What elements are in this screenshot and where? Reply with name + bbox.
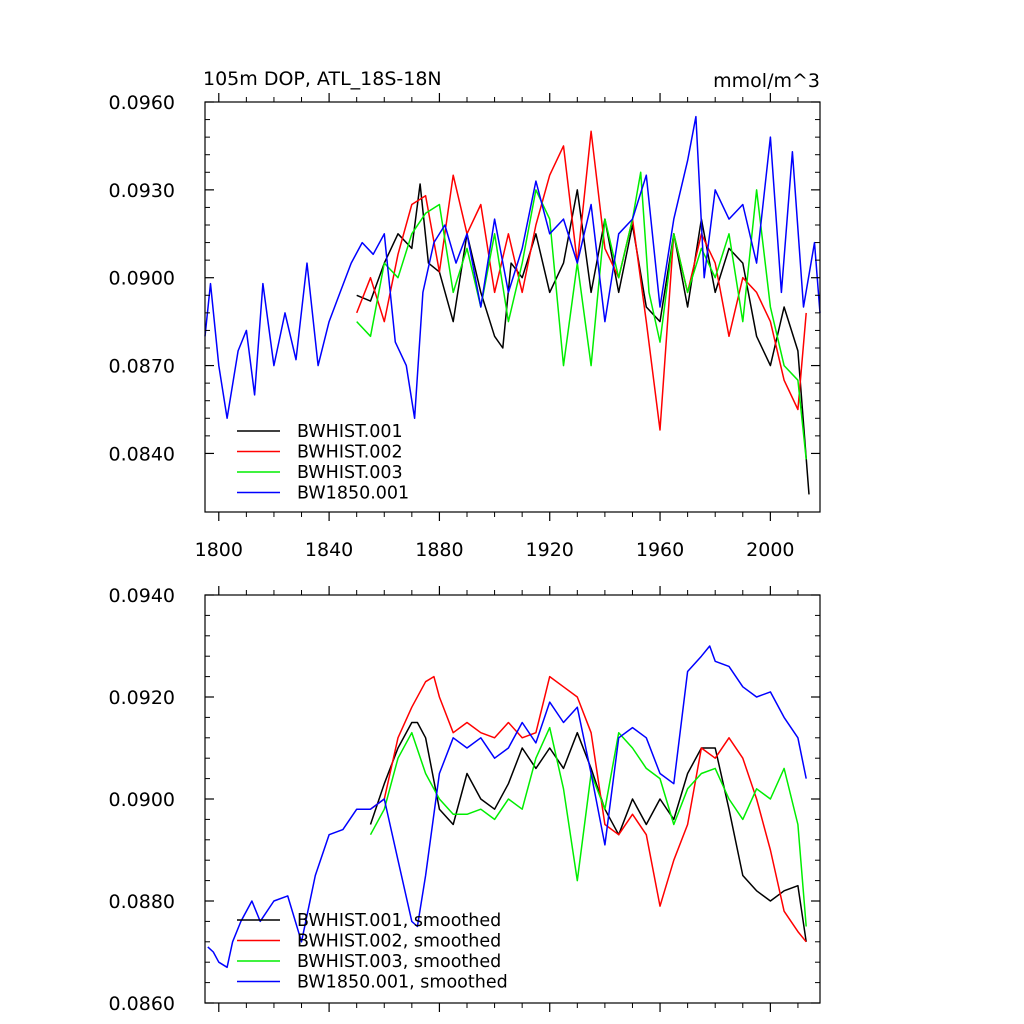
- series-line-1-3: [356, 171, 807, 460]
- legend-label: BW1850.001: [297, 484, 409, 504]
- bottom-panel: 0.0860 0.0880 0.0900 0.0920 0.0940 BWHIST.001…: [109, 585, 821, 1015]
- units-label: mmol/m^3: [713, 70, 820, 92]
- legend-label: BWHIST.001, smoothed: [297, 911, 501, 931]
- y-tick-label: 0.0940: [109, 585, 175, 607]
- y-tick-label: 0.0930: [109, 180, 175, 202]
- chart-title: 105m DOP, ATL_18S-18N: [203, 68, 442, 90]
- legend-label: BWHIST.001: [297, 422, 403, 442]
- top-panel: 105m DOP, ATL_18S-18N mmol/m^3 0.0840 0.0…: [109, 68, 821, 561]
- y-tick-label: 0.0920: [109, 687, 175, 709]
- series-line-1-4: [204, 115, 821, 420]
- legend-label: BWHIST.003: [297, 463, 403, 483]
- y-tick-label: 0.0900: [109, 268, 175, 290]
- x-tick-label: 1840: [305, 539, 353, 561]
- x-tick-label: 1960: [636, 539, 684, 561]
- y-tick-label: 0.0860: [109, 993, 175, 1015]
- x-tick-label: 1880: [415, 539, 463, 561]
- series-line-2-1: [369, 721, 807, 942]
- series-line-1-2: [356, 130, 807, 431]
- y-tick-label: 0.0880: [109, 891, 175, 913]
- y-tick-label: 0.0900: [109, 789, 175, 811]
- plot-frame: [204, 101, 821, 513]
- x-tick-label: 2000: [746, 539, 794, 561]
- y-tick-label: 0.0870: [109, 356, 175, 378]
- legend-label: BWHIST.002, smoothed: [297, 932, 501, 952]
- series-line-2-2: [370, 675, 807, 943]
- y-tick-label: 0.0960: [109, 92, 175, 114]
- series-line-1-1: [356, 183, 810, 495]
- legend-label: BW1850.001, smoothed: [297, 973, 508, 993]
- y-tick-label: 0.0840: [109, 443, 175, 465]
- legend-label: BWHIST.002: [297, 443, 403, 463]
- legend-label: BWHIST.003, smoothed: [297, 952, 501, 972]
- x-tick-label: 1920: [526, 539, 574, 561]
- x-tick-label: 1800: [195, 539, 243, 561]
- series-line-2-4: [207, 645, 807, 969]
